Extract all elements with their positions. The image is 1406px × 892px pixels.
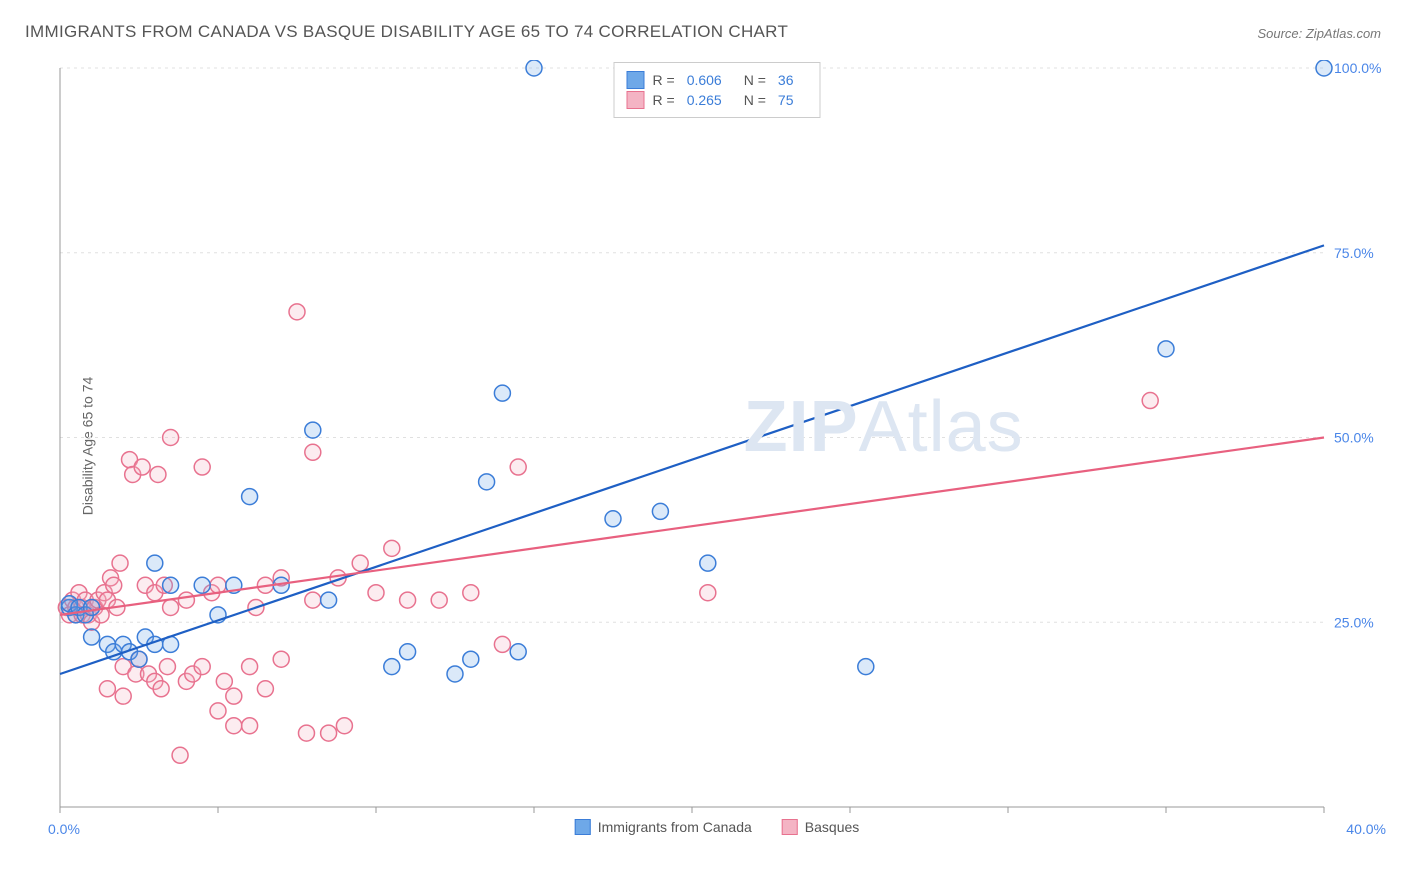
data-point bbox=[431, 592, 447, 608]
data-point bbox=[163, 430, 179, 446]
data-point bbox=[163, 599, 179, 615]
chart-title: IMMIGRANTS FROM CANADA VS BASQUE DISABIL… bbox=[25, 22, 788, 42]
data-point bbox=[447, 666, 463, 682]
data-point bbox=[1142, 393, 1158, 409]
swatch-basques-icon bbox=[782, 819, 798, 835]
data-point bbox=[1158, 341, 1174, 357]
y-tick-label: 50.0% bbox=[1334, 430, 1374, 446]
legend-stats-row-canada: R =0.606 N =36 bbox=[627, 71, 808, 89]
data-point bbox=[210, 703, 226, 719]
legend-item-basques: Basques bbox=[782, 819, 859, 835]
data-point bbox=[305, 592, 321, 608]
data-point bbox=[700, 555, 716, 571]
data-point bbox=[131, 651, 147, 667]
legend-label-canada: Immigrants from Canada bbox=[598, 819, 752, 835]
data-point bbox=[305, 422, 321, 438]
data-point bbox=[159, 659, 175, 675]
data-point bbox=[305, 444, 321, 460]
x-axis-max: 40.0% bbox=[1346, 821, 1386, 837]
data-point bbox=[494, 385, 510, 401]
legend-label-basques: Basques bbox=[805, 819, 859, 835]
y-tick-label: 25.0% bbox=[1334, 614, 1374, 630]
data-point bbox=[242, 718, 258, 734]
y-tick-label: 75.0% bbox=[1334, 245, 1374, 261]
chart-svg: 25.0% 50.0% 75.0% 100.0% bbox=[52, 60, 1382, 835]
data-point bbox=[106, 577, 122, 593]
data-point bbox=[463, 651, 479, 667]
swatch-basques bbox=[627, 91, 645, 109]
data-point bbox=[400, 644, 416, 660]
data-point bbox=[652, 503, 668, 519]
data-point bbox=[510, 459, 526, 475]
data-point bbox=[384, 659, 400, 675]
data-point bbox=[700, 585, 716, 601]
data-point bbox=[153, 681, 169, 697]
data-point bbox=[858, 659, 874, 675]
data-point bbox=[84, 629, 100, 645]
data-point bbox=[226, 718, 242, 734]
data-point bbox=[368, 585, 384, 601]
data-point bbox=[605, 511, 621, 527]
data-point bbox=[194, 577, 210, 593]
data-point bbox=[1316, 60, 1332, 76]
data-point bbox=[194, 459, 210, 475]
data-point bbox=[194, 659, 210, 675]
data-point bbox=[112, 555, 128, 571]
data-point bbox=[289, 304, 305, 320]
swatch-canada bbox=[627, 71, 645, 89]
data-point bbox=[150, 466, 166, 482]
data-point bbox=[172, 747, 188, 763]
legend-stats-row-basques: R =0.265 N =75 bbox=[627, 91, 808, 109]
data-point bbox=[273, 651, 289, 667]
data-point bbox=[226, 688, 242, 704]
data-point bbox=[84, 599, 100, 615]
data-point bbox=[163, 577, 179, 593]
data-point bbox=[526, 60, 542, 76]
data-point bbox=[400, 592, 416, 608]
data-point bbox=[321, 725, 337, 741]
data-point bbox=[298, 725, 314, 741]
data-point bbox=[494, 636, 510, 652]
data-point bbox=[257, 681, 273, 697]
data-point bbox=[178, 592, 194, 608]
data-point bbox=[463, 585, 479, 601]
legend-item-canada: Immigrants from Canada bbox=[575, 819, 752, 835]
trend-line bbox=[60, 245, 1324, 674]
swatch-canada-icon bbox=[575, 819, 591, 835]
y-tick-label: 100.0% bbox=[1334, 60, 1381, 76]
trend-line bbox=[60, 438, 1324, 615]
legend-stats: R =0.606 N =36 R =0.265 N =75 bbox=[614, 62, 821, 118]
data-point bbox=[134, 459, 150, 475]
data-point bbox=[216, 673, 232, 689]
data-point bbox=[242, 659, 258, 675]
source-label: Source: ZipAtlas.com bbox=[1257, 26, 1381, 41]
data-point bbox=[242, 489, 258, 505]
legend-series: Immigrants from Canada Basques bbox=[575, 819, 860, 835]
data-point bbox=[479, 474, 495, 490]
scatter-plot: ZIPAtlas R =0.606 N =36 R =0.265 N =75 2… bbox=[52, 60, 1382, 835]
data-point bbox=[115, 688, 131, 704]
data-point bbox=[336, 718, 352, 734]
data-point bbox=[99, 681, 115, 697]
x-axis-min: 0.0% bbox=[48, 821, 80, 837]
data-point bbox=[147, 555, 163, 571]
data-point bbox=[352, 555, 368, 571]
data-point bbox=[510, 644, 526, 660]
data-point bbox=[321, 592, 337, 608]
data-point bbox=[384, 540, 400, 556]
